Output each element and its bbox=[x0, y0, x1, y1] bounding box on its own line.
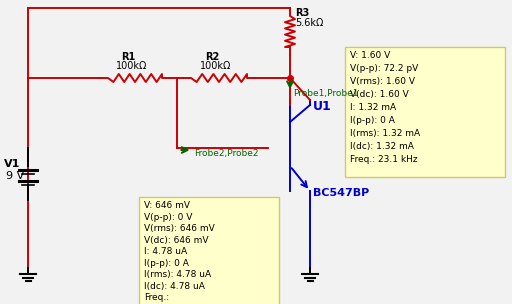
Text: 5.6kΩ: 5.6kΩ bbox=[295, 18, 324, 28]
Text: Freq.:: Freq.: bbox=[144, 293, 169, 302]
Text: 100kΩ: 100kΩ bbox=[116, 61, 147, 71]
Text: 100kΩ: 100kΩ bbox=[200, 61, 231, 71]
Text: R2: R2 bbox=[205, 52, 219, 62]
Text: I(p-p): 0 A: I(p-p): 0 A bbox=[144, 258, 189, 268]
FancyBboxPatch shape bbox=[139, 197, 279, 304]
FancyBboxPatch shape bbox=[345, 47, 505, 177]
Text: I(p-p): 0 A: I(p-p): 0 A bbox=[350, 116, 395, 125]
Text: 9 V: 9 V bbox=[6, 171, 24, 181]
Text: R3: R3 bbox=[295, 8, 309, 18]
Text: R1: R1 bbox=[121, 52, 135, 62]
Text: I(dc): 4.78 uA: I(dc): 4.78 uA bbox=[144, 282, 205, 291]
Text: U1: U1 bbox=[313, 100, 332, 113]
Text: V(rms): 646 mV: V(rms): 646 mV bbox=[144, 224, 215, 233]
Text: I(rms): 4.78 uA: I(rms): 4.78 uA bbox=[144, 270, 211, 279]
Text: V(p-p): 72.2 pV: V(p-p): 72.2 pV bbox=[350, 64, 418, 73]
Text: Frobe2,Probe2: Frobe2,Probe2 bbox=[195, 149, 259, 158]
Text: BC547BP: BC547BP bbox=[313, 188, 369, 198]
Text: Freq.: 23.1 kHz: Freq.: 23.1 kHz bbox=[350, 155, 418, 164]
Text: V(dc): 646 mV: V(dc): 646 mV bbox=[144, 236, 208, 244]
Text: V: 1.60 V: V: 1.60 V bbox=[350, 51, 390, 60]
Text: I(dc): 1.32 mA: I(dc): 1.32 mA bbox=[350, 142, 414, 151]
Text: V: 646 mV: V: 646 mV bbox=[144, 201, 190, 210]
Text: I: 1.32 mA: I: 1.32 mA bbox=[350, 103, 396, 112]
Text: V(rms): 1.60 V: V(rms): 1.60 V bbox=[350, 77, 415, 86]
Text: V1: V1 bbox=[4, 159, 20, 169]
Text: Probe1,Probe1: Probe1,Probe1 bbox=[293, 89, 358, 98]
Text: I: 4.78 uA: I: 4.78 uA bbox=[144, 247, 187, 256]
Text: V(dc): 1.60 V: V(dc): 1.60 V bbox=[350, 90, 409, 99]
Text: I(rms): 1.32 mA: I(rms): 1.32 mA bbox=[350, 129, 420, 138]
Text: V(p-p): 0 V: V(p-p): 0 V bbox=[144, 212, 193, 222]
